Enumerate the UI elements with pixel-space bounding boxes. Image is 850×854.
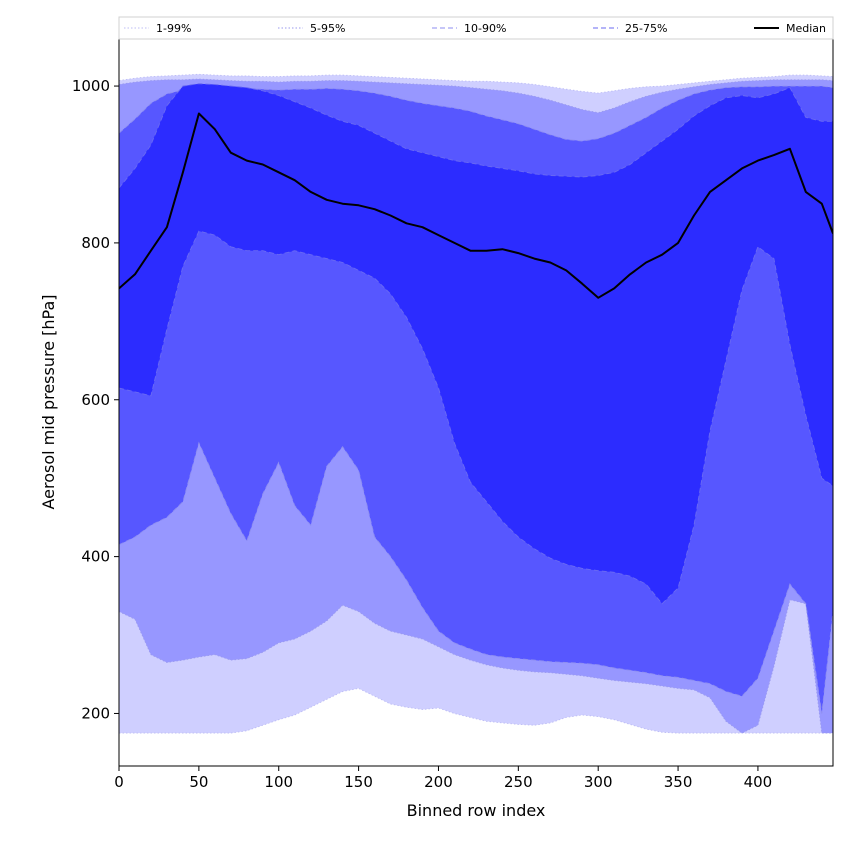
- y-axis: 200 400 600 800 1000: [72, 77, 119, 722]
- legend-label: 10-90%: [464, 22, 506, 35]
- y-tick-label: 1000: [72, 77, 110, 95]
- band-upper-line-10-90pct: [119, 85, 833, 142]
- y-tick-label: 800: [81, 234, 110, 252]
- band-25-75pct: [119, 83, 833, 604]
- x-tick-label: 200: [424, 773, 453, 791]
- y-tick-label: 400: [81, 548, 110, 566]
- legend-label: Median: [786, 22, 826, 35]
- band-upper-line-25-75pct: [119, 83, 833, 189]
- y-axis-label: Aerosol mid pressure [hPa]: [39, 294, 58, 509]
- legend-entry-1-99pct: 1-99%: [124, 22, 191, 35]
- legend-entry-25-75pct: 25-75%: [593, 22, 667, 35]
- legend-entry-median: Median: [754, 22, 826, 35]
- x-tick-label: 100: [264, 773, 293, 791]
- legend-label: 25-75%: [625, 22, 667, 35]
- legend-frame: [118, 16, 834, 40]
- x-tick-label: 400: [744, 773, 773, 791]
- y-tick-label: 600: [81, 391, 110, 409]
- median-line: [119, 112, 833, 299]
- legend-entry-10-90pct: 10-90%: [432, 22, 506, 35]
- band-upper-line-5-95pct: [119, 78, 833, 114]
- legend-label: 1-99%: [156, 22, 191, 35]
- x-tick-label: 300: [584, 773, 613, 791]
- x-tick-label: 50: [189, 773, 208, 791]
- percentile-bands: [119, 73, 833, 734]
- x-tick-label: 150: [344, 773, 373, 791]
- band-lower-line-10-90pct: [119, 441, 833, 714]
- x-tick-label: 0: [114, 773, 124, 791]
- legend: 1-99% 5-95% 10-90% 25-75% Median: [118, 16, 834, 40]
- band-lower-line-5-95pct: [119, 599, 833, 734]
- band-upper-line-1-99pct: [119, 73, 833, 94]
- median-layer: [119, 112, 833, 299]
- legend-entry-5-95pct: 5-95%: [278, 22, 345, 35]
- band-lower-line-25-75pct: [119, 230, 833, 605]
- x-tick-label: 350: [664, 773, 693, 791]
- legend-label: 5-95%: [310, 22, 345, 35]
- x-axis: 0 50 100 150 200 250 300 350 400: [114, 766, 772, 791]
- y-tick-label: 200: [81, 704, 110, 722]
- x-axis-label: Binned row index: [407, 801, 546, 820]
- x-tick-label: 250: [504, 773, 533, 791]
- band-lower-line-1-99pct: [119, 687, 833, 734]
